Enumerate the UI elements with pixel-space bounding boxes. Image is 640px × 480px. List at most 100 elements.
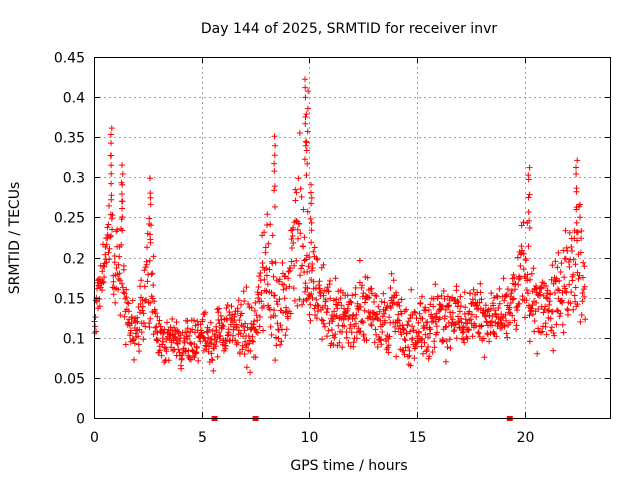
data-point [320, 292, 327, 299]
data-point [547, 315, 554, 322]
data-point [438, 292, 445, 299]
data-point [264, 281, 271, 288]
data-point [252, 354, 259, 361]
data-point [119, 171, 126, 177]
data-point [187, 340, 194, 347]
data-point [307, 215, 314, 222]
data-point [266, 266, 273, 273]
data-point [272, 203, 278, 210]
data-point [327, 277, 333, 284]
data-point [452, 320, 458, 327]
data-point [551, 332, 558, 339]
data-point [306, 311, 313, 318]
data-point [300, 206, 307, 213]
data-point [247, 369, 254, 376]
data-point [526, 312, 533, 319]
data-point [271, 183, 278, 190]
data-point [577, 201, 583, 208]
data-point [554, 286, 561, 293]
data-point [108, 180, 115, 187]
data-point [116, 270, 123, 277]
data-point [305, 88, 312, 95]
data-point [212, 343, 219, 350]
data-point [514, 254, 521, 261]
data-point [233, 324, 240, 331]
data-point [208, 340, 215, 347]
y-tick-labels: 0 0.05 0.1 0.15 0.2 0.25 0.3 0.35 0.4 0.45 [54, 51, 85, 428]
data-point [111, 259, 118, 266]
data-point [530, 265, 537, 272]
data-point [577, 214, 583, 221]
data-point [441, 295, 448, 302]
data-point [512, 281, 519, 287]
data-point [562, 285, 569, 292]
data-point [343, 334, 350, 341]
data-point [542, 303, 549, 310]
data-point [376, 308, 383, 315]
data-point [520, 250, 527, 257]
data-point [451, 327, 458, 333]
data-point [411, 308, 418, 315]
data-point [271, 307, 277, 314]
data-point [340, 316, 347, 323]
data-point [282, 332, 289, 339]
data-point [110, 278, 117, 285]
data-point [308, 219, 315, 226]
data-point [546, 307, 553, 314]
data-point [104, 224, 111, 231]
data-point [160, 338, 166, 345]
data-point [413, 329, 420, 336]
data-point [442, 358, 449, 365]
data-point [393, 353, 400, 360]
data-point [425, 307, 432, 313]
data-point [373, 293, 380, 300]
data-point [427, 326, 434, 333]
data-point [403, 330, 410, 337]
data-point [241, 327, 248, 334]
data-point [299, 262, 306, 269]
data-point [304, 285, 311, 292]
data-point [398, 296, 405, 303]
data-point [117, 277, 124, 284]
data-point [577, 318, 584, 325]
data-point [319, 336, 326, 343]
data-point [135, 341, 142, 348]
data-point [258, 290, 265, 296]
data-point [206, 326, 213, 333]
data-point [320, 320, 327, 327]
data-point [170, 347, 177, 354]
data-point [324, 333, 330, 340]
data-point [319, 317, 326, 324]
data-point [482, 313, 489, 320]
data-point [575, 275, 582, 282]
data-point [288, 236, 295, 242]
data-point [296, 296, 303, 303]
data-point [294, 302, 301, 309]
data-point [564, 306, 571, 313]
data-point [509, 312, 516, 319]
data-point [247, 348, 254, 354]
data-point [574, 237, 581, 244]
data-point [121, 313, 128, 320]
data-point [290, 224, 297, 231]
data-point [212, 331, 219, 338]
data-point [307, 301, 314, 308]
data-point [254, 317, 261, 324]
data-point [234, 308, 241, 315]
data-point [261, 276, 268, 283]
data-point [552, 278, 559, 285]
data-point [374, 344, 381, 350]
data-point [385, 349, 392, 356]
data-point [302, 114, 309, 120]
data-point [189, 326, 196, 333]
data-point [481, 354, 488, 361]
data-point [412, 309, 419, 316]
data-point [97, 284, 104, 291]
data-point [386, 333, 393, 340]
data-point [322, 296, 329, 303]
data-point [105, 249, 112, 256]
data-point [301, 234, 308, 241]
data-point [530, 311, 536, 318]
data-point [291, 262, 298, 269]
data-point [431, 338, 438, 345]
